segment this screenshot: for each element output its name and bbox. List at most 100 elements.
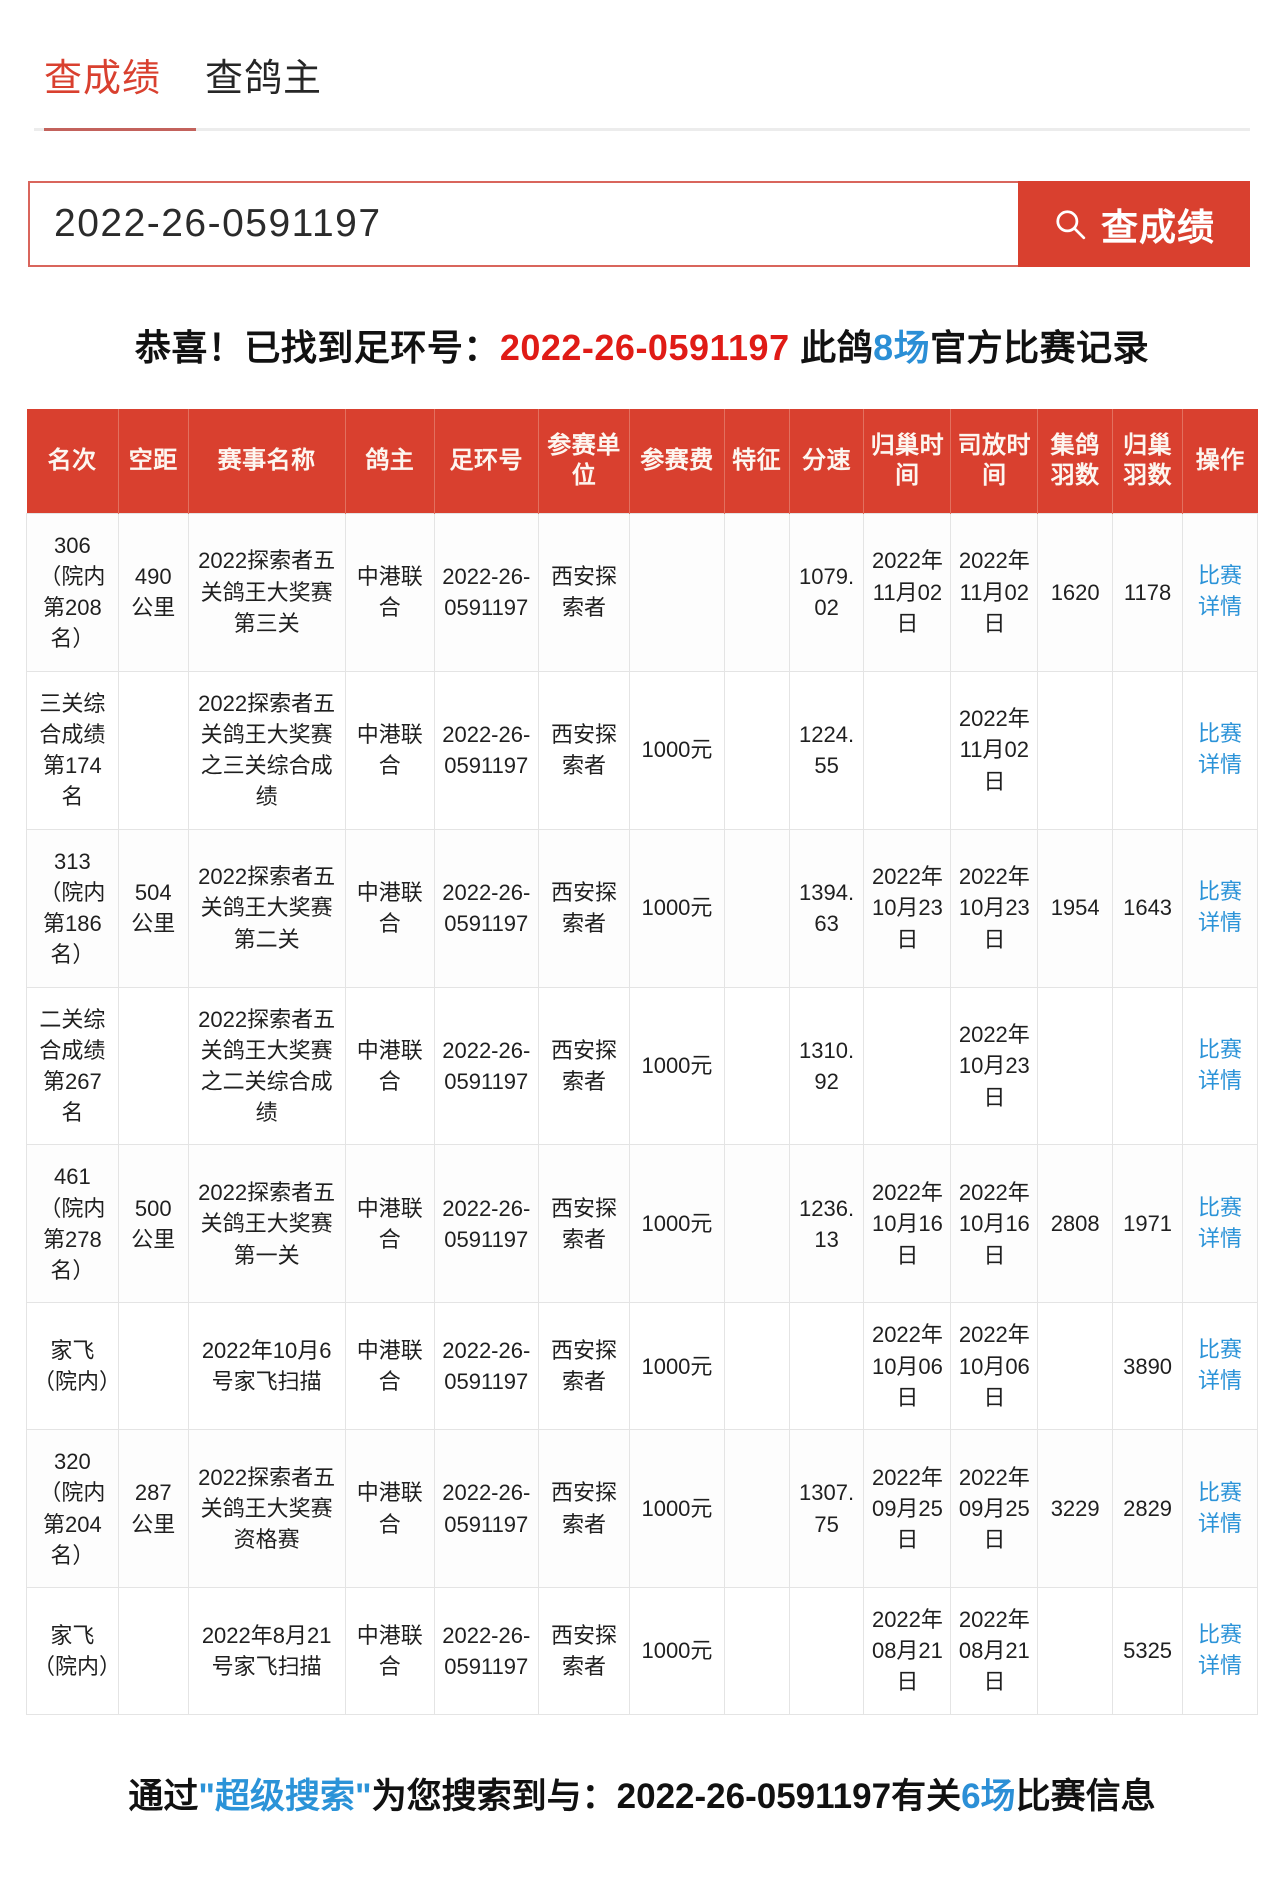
cell-unit: 西安探索者 [537, 828, 631, 988]
tab-active-indicator [44, 127, 196, 131]
cell-operation: 比赛详情 [1182, 1587, 1258, 1715]
tab-query-owner[interactable]: 查鸽主 [205, 58, 323, 100]
cell-release-time: 2022年09月25日 [950, 1429, 1039, 1589]
col-header-unit: 参赛单位 [538, 408, 631, 514]
cell-feature [723, 1587, 790, 1715]
race-detail-link[interactable]: 比赛详情 [1198, 1337, 1243, 1394]
cell-event: 2022年10月6号家飞扫描 [187, 1302, 346, 1431]
table-row: 家飞（院内） 2022年10月6号家飞扫描 中港联合 2022-26-0591197 西… [26, 1302, 1258, 1431]
race-detail-link[interactable]: 比赛详情 [1198, 1622, 1243, 1678]
footer-race-count: 6场 [961, 1776, 1016, 1816]
cell-owner: 中港联合 [344, 1429, 435, 1589]
cell-rank: 二关综合成绩第267名 [26, 986, 119, 1146]
cell-entered: 1954 [1037, 828, 1114, 988]
search-input[interactable] [54, 201, 994, 246]
cell-owner: 中港联合 [344, 828, 435, 988]
table-row: 家飞（院内） 2022年8月21号家飞扫描 中港联合 2022-26-0591197 西… [26, 1587, 1258, 1715]
race-detail-link[interactable]: 比赛详情 [1198, 563, 1243, 620]
cell-rank: 家飞（院内） [26, 1587, 121, 1715]
cell-rank: 家飞（院内） [26, 1302, 121, 1431]
search-button-label: 查成绩 [1101, 206, 1215, 248]
cell-operation: 比赛详情 [1182, 1144, 1258, 1304]
cell-event: 2022探索者五关鸽王大奖赛资格赛 [187, 1429, 346, 1589]
table-row: 313（院内第186名） 504公里 2022探索者五关鸽王大奖赛第二关 中港联合 20… [26, 828, 1258, 988]
cell-event: 2022年8月21号家飞扫描 [187, 1587, 346, 1715]
col-header-speed: 分速 [789, 408, 865, 514]
cell-rank: 313（院内第186名） [26, 828, 119, 988]
headline-ring-number: 2022-26-0591197 [499, 326, 790, 368]
cell-returned: 5325 [1112, 1587, 1184, 1715]
col-header-feature: 特征 [724, 408, 790, 514]
cell-fee: 1000元 [629, 1144, 725, 1304]
cell-back-time: 2022年10月23日 [863, 828, 952, 988]
cell-owner: 中港联合 [344, 1302, 435, 1431]
cell-release-time: 2022年08月21日 [950, 1587, 1039, 1715]
footer-summary: 通过"超级搜索"为您搜索到与：2022-26-0591197有关6场比赛信息 [70, 1771, 1214, 1824]
cell-fee [629, 512, 725, 672]
cell-unit: 西安探索者 [537, 1429, 631, 1589]
race-detail-link[interactable]: 比赛详情 [1198, 721, 1243, 778]
race-detail-link[interactable]: 比赛详情 [1198, 1037, 1243, 1093]
cell-owner: 中港联合 [344, 986, 435, 1146]
cell-speed [788, 1302, 865, 1431]
cell-returned: 3890 [1112, 1302, 1184, 1431]
tab-bar: 查成绩 查鸽主 [0, 0, 1284, 128]
table-header-row: 名次 空距 赛事名称 鸽主 足环号 参赛单位 参赛费 特征 分速 归巢时间 司放… [26, 408, 1258, 514]
cell-back-time: 2022年10月06日 [863, 1302, 952, 1431]
cell-returned [1112, 986, 1184, 1146]
cell-release-time: 2022年10月06日 [950, 1302, 1039, 1431]
cell-ring: 2022-26-0591197 [433, 828, 539, 988]
cell-speed: 1307.75 [788, 1429, 865, 1589]
search-input-wrapper[interactable] [28, 180, 1018, 267]
cell-event: 2022探索者五关鸽王大奖赛第三关 [187, 512, 346, 672]
cell-back-time: 2022年08月21日 [863, 1587, 952, 1715]
search-button[interactable]: 查成绩 [1018, 180, 1250, 267]
cell-operation: 比赛详情 [1182, 512, 1258, 672]
table-row: 306（院内第208名） 490公里 2022探索者五关鸽王大奖赛第三关 中港联合 20… [26, 512, 1258, 672]
footer-middle: 为您搜索到与： [371, 1776, 617, 1816]
race-detail-link[interactable]: 比赛详情 [1198, 1479, 1243, 1536]
headline-race-count: 8场 [873, 326, 931, 368]
cell-operation: 比赛详情 [1182, 670, 1258, 830]
cell-distance: 287公里 [117, 1429, 189, 1589]
cell-entered: 1620 [1037, 512, 1114, 672]
cell-entered: 2808 [1037, 1144, 1114, 1304]
cell-unit: 西安探索者 [537, 670, 631, 830]
race-detail-link[interactable]: 比赛详情 [1198, 1195, 1243, 1251]
cell-returned: 1643 [1112, 828, 1184, 988]
footer-ring-number: 2022-26-0591197 [616, 1776, 892, 1816]
footer-super-search-label[interactable]: "超级搜索" [198, 1776, 372, 1816]
cell-unit: 西安探索者 [537, 512, 631, 672]
cell-fee: 1000元 [629, 1302, 725, 1431]
cell-ring: 2022-26-0591197 [433, 1587, 539, 1715]
cell-speed: 1079.02 [788, 512, 865, 672]
cell-entered: 3229 [1037, 1429, 1114, 1589]
cell-back-time: 2022年10月16日 [863, 1144, 952, 1304]
cell-release-time: 2022年10月16日 [950, 1144, 1039, 1304]
cell-operation: 比赛详情 [1182, 1302, 1258, 1431]
cell-ring: 2022-26-0591197 [433, 1144, 539, 1304]
cell-fee: 1000元 [629, 1587, 725, 1715]
col-header-entered: 集鸽羽数 [1037, 408, 1114, 514]
cell-ring: 2022-26-0591197 [433, 1429, 539, 1589]
col-header-operation: 操作 [1182, 408, 1258, 514]
table-row: 三关综合成绩第174名 2022探索者五关鸽王大奖赛之三关综合成绩 中港联合 2022… [26, 670, 1258, 830]
search-row: 查成绩 [28, 180, 1250, 267]
tab-query-results[interactable]: 查成绩 [44, 58, 162, 100]
cell-release-time: 2022年10月23日 [950, 828, 1039, 988]
cell-distance [117, 1302, 189, 1431]
cell-entered [1037, 986, 1114, 1146]
cell-unit: 西安探索者 [537, 1144, 631, 1304]
cell-back-time [863, 986, 952, 1146]
cell-unit: 西安探索者 [537, 986, 631, 1146]
cell-ring: 2022-26-0591197 [433, 1302, 539, 1431]
cell-feature [723, 1302, 790, 1431]
headline-prefix: 恭喜！已找到足环号： [134, 326, 500, 368]
cell-returned [1112, 670, 1184, 830]
cell-rank: 三关综合成绩第174名 [26, 670, 119, 830]
cell-ring: 2022-26-0591197 [433, 986, 539, 1146]
race-detail-link[interactable]: 比赛详情 [1198, 879, 1243, 936]
cell-event: 2022探索者五关鸽王大奖赛第二关 [187, 828, 346, 988]
cell-speed: 1224.55 [788, 670, 865, 830]
